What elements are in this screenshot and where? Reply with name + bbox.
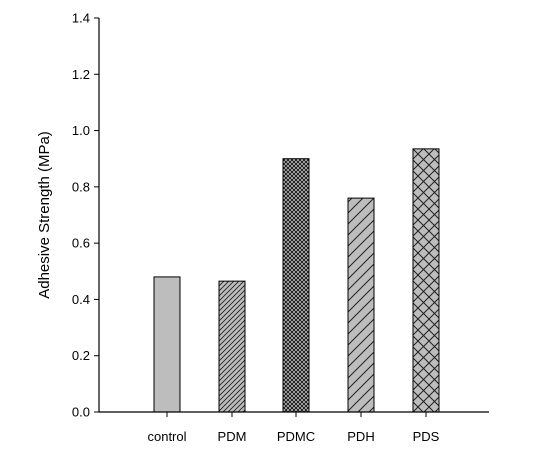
x-category-label: control <box>147 429 186 444</box>
y-tick-label: 0.0 <box>72 405 90 420</box>
plot-area <box>153 148 440 413</box>
bar-pdh <box>347 197 375 413</box>
x-category-label: PDMC <box>277 429 315 444</box>
y-tick-label: 0.4 <box>72 292 90 307</box>
x-category-label: PDM <box>218 429 247 444</box>
x-category-label: PDH <box>347 429 374 444</box>
y-tick-label: 0.8 <box>72 179 90 194</box>
y-tick-label: 1.0 <box>72 123 90 138</box>
y-tick-label: 1.2 <box>72 67 90 82</box>
y-tick-label: 1.4 <box>72 11 90 26</box>
bar-pds <box>412 148 440 413</box>
bar-control <box>153 276 181 413</box>
y-tick-label: 0.2 <box>72 348 90 363</box>
bar-pdmc <box>282 158 310 413</box>
bar-pdm <box>218 280 246 413</box>
y-axis-title: Adhesive Strength (MPa) <box>36 131 53 299</box>
y-tick-label: 0.6 <box>72 236 90 251</box>
x-category-label: PDS <box>413 429 440 444</box>
